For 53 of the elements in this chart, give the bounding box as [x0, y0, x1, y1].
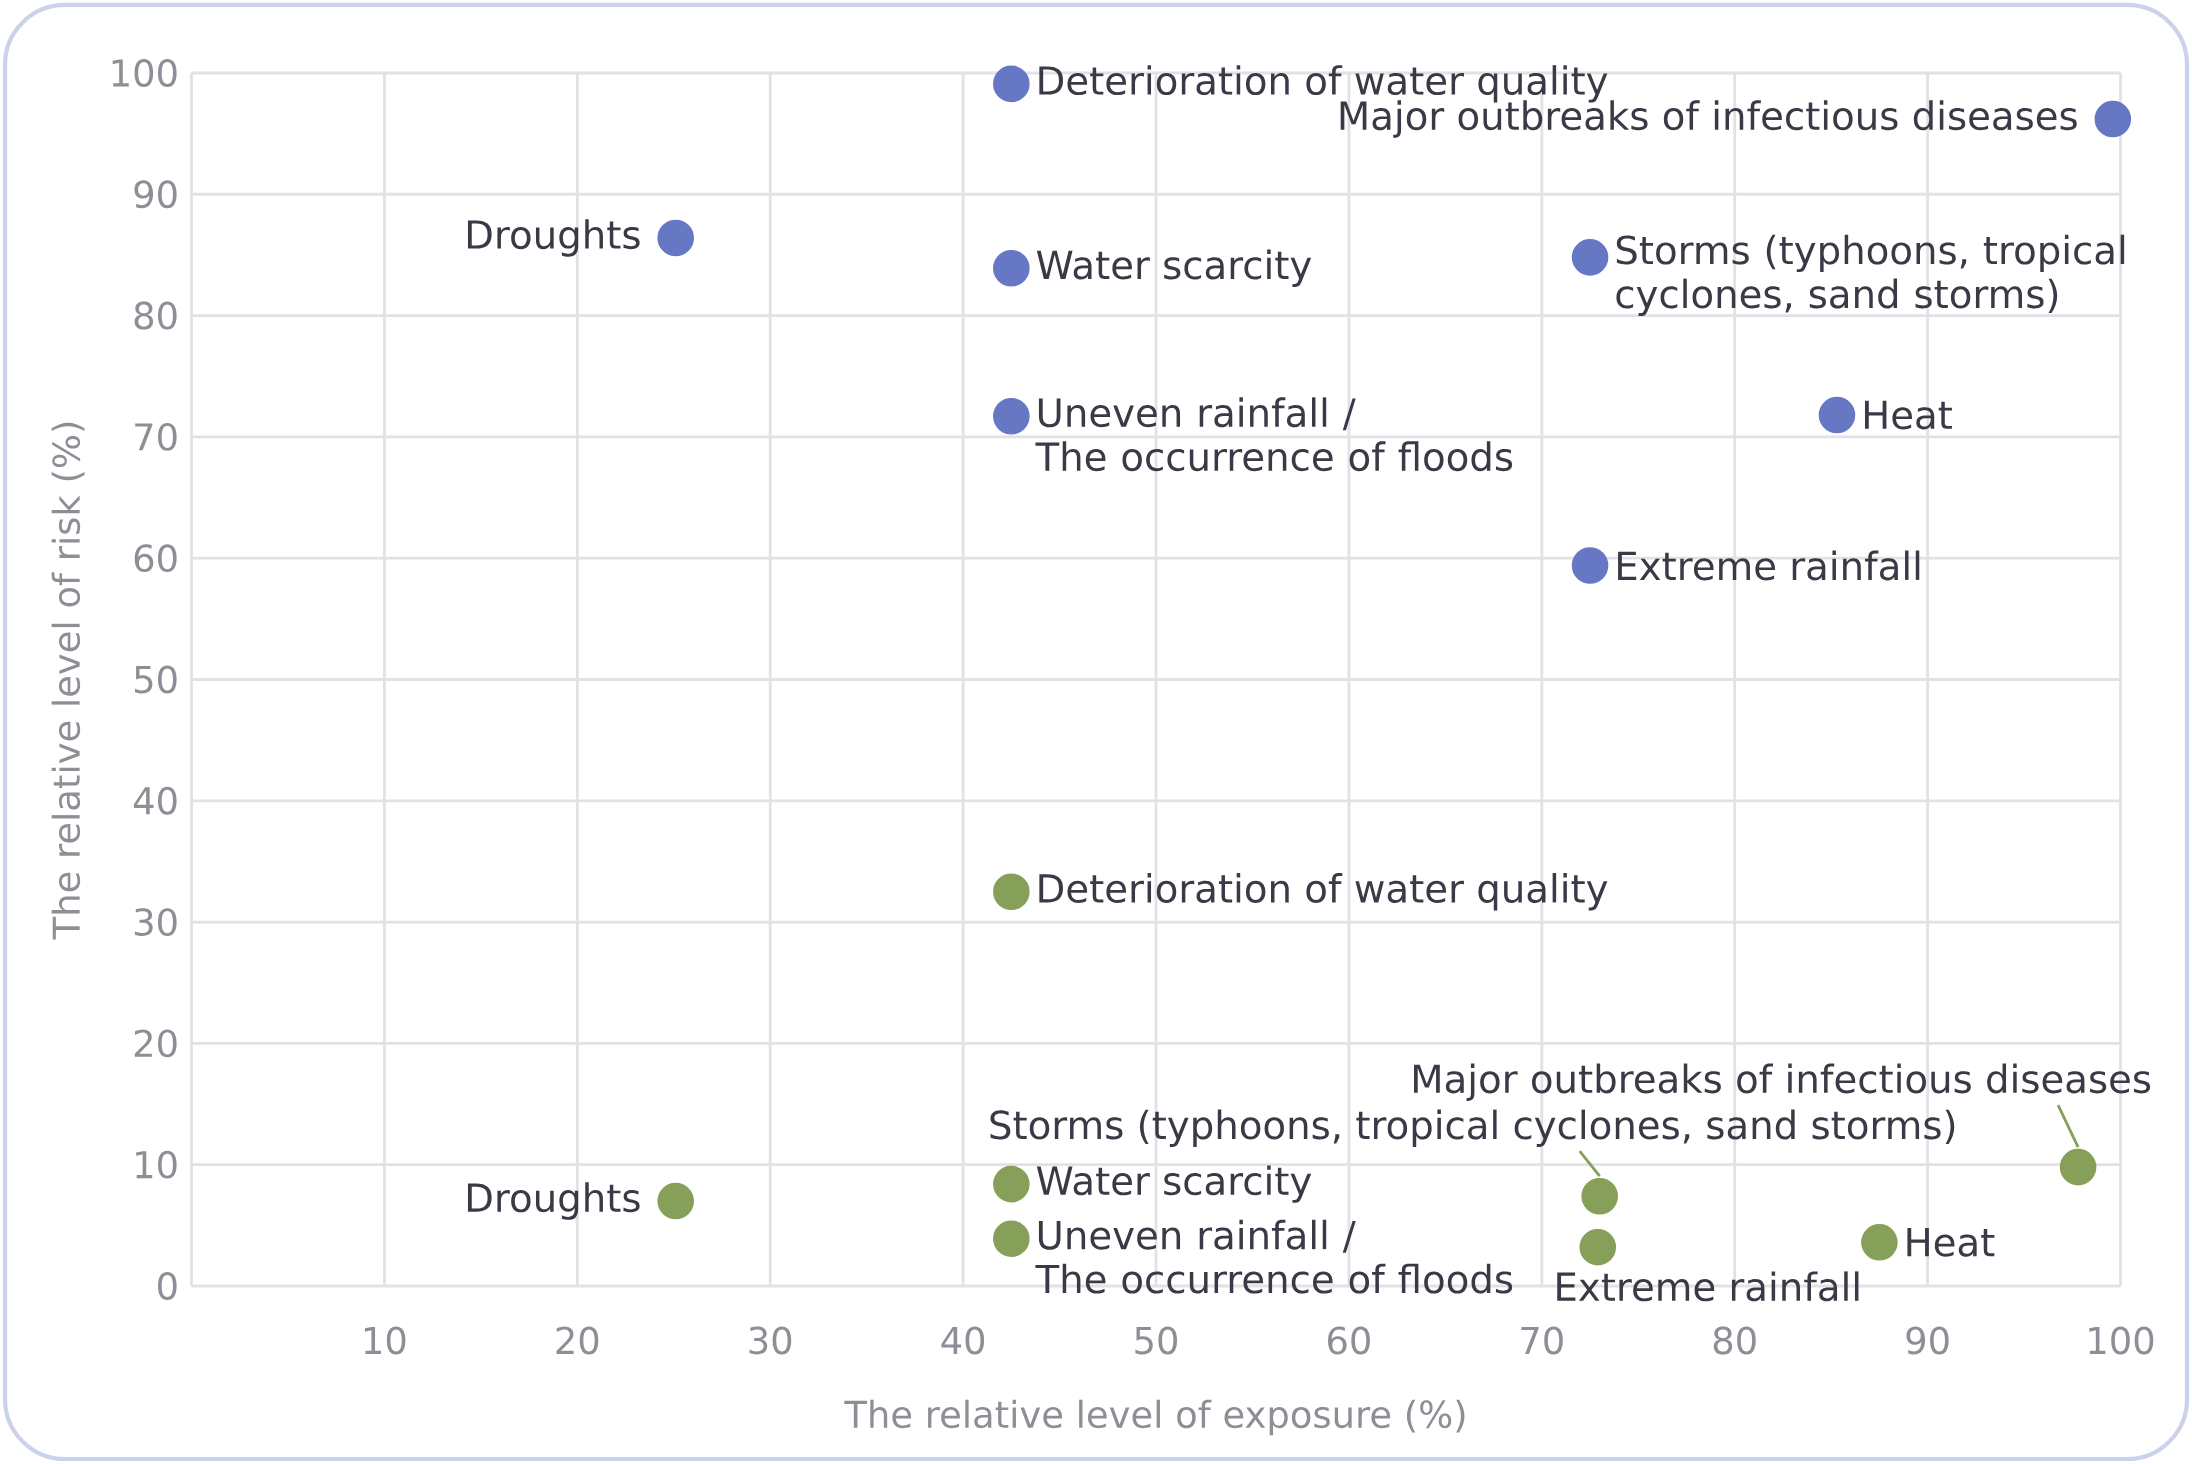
y-tick-label: 0 [158, 1272, 177, 1300]
annotation: Heat [1907, 1227, 1995, 1257]
point [1579, 1228, 1617, 1266]
point [993, 1220, 1030, 1257]
y-tick-label: 50 [134, 665, 177, 694]
x-tick-label: 10 [364, 1326, 406, 1355]
annotation: Water scarcity [1036, 1165, 1312, 1203]
annotation: Storms (typhoons, tropical cyclones, sand storms) [990, 1109, 1955, 1148]
y-axis-title: The relative level of risk (%) [51, 422, 85, 940]
annotation: Deterioration of water quality [1039, 873, 1608, 911]
x-tick-label: 90 [1906, 1326, 1949, 1355]
annotation: Extreme rainfall [1557, 1271, 1859, 1302]
point [1861, 1224, 1898, 1261]
y-tick-label: 80 [134, 301, 177, 330]
annotation: Major outbreaks of infectious diseases [1414, 1063, 2151, 1101]
y-tick-label: 100 [112, 59, 177, 87]
y-tick-label: 70 [135, 422, 177, 451]
point [993, 873, 1030, 911]
x-tick-label: 30 [749, 1326, 792, 1355]
y-tick-label: 10 [136, 1150, 177, 1179]
annotation: Heat [1864, 400, 1952, 430]
x-tick-label: 20 [556, 1326, 599, 1355]
y-tick-label: 60 [134, 544, 177, 573]
annotation: Water scarcity [1036, 249, 1312, 287]
annotation: Uneven rainfall / The occurrence of floods [1035, 1219, 1513, 1294]
point [2059, 1148, 2097, 1186]
x-tick-label: 70 [1521, 1326, 1563, 1355]
point [657, 219, 694, 257]
point [1818, 396, 1856, 434]
x-axis-title: The relative level of exposure (%) [844, 1399, 1465, 1436]
annotation: Uneven rainfall / The occurrence of floods [1035, 397, 1513, 472]
x-tick-label: 100 [2089, 1326, 2154, 1355]
point [2094, 100, 2132, 138]
point [993, 397, 1030, 435]
x-tick-label: 40 [941, 1326, 985, 1355]
annotation: Extreme rainfall [1618, 550, 1920, 581]
point [657, 1182, 694, 1220]
annotation: Droughts [467, 1182, 640, 1220]
y-tick-label: 20 [134, 1029, 177, 1058]
x-tick-label: 60 [1328, 1326, 1370, 1355]
point [993, 65, 1030, 103]
y-tick-label: 90 [134, 180, 177, 209]
point [993, 250, 1030, 287]
annotation: Droughts [467, 219, 640, 257]
y-tick-label: 30 [134, 908, 177, 937]
point [1571, 239, 1609, 276]
point [993, 1165, 1030, 1203]
x-tick-label: 80 [1713, 1326, 1756, 1355]
point [1571, 547, 1609, 584]
y-tick-label: 40 [133, 786, 177, 815]
annotation: Storms (typhoons, tropical cyclones, sand storms) [1616, 234, 2125, 317]
x-tick-label: 50 [1135, 1326, 1178, 1355]
point [1581, 1177, 1618, 1215]
